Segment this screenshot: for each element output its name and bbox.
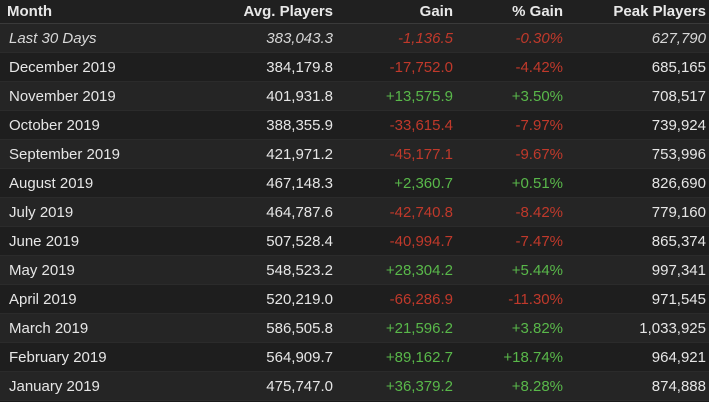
month-cell: February 2019: [0, 342, 205, 372]
month-cell: August 2019: [0, 168, 205, 198]
peak-players-cell: 964,921: [563, 342, 709, 372]
month-cell: November 2019: [0, 81, 205, 111]
percent-gain-cell: -9.67%: [453, 139, 563, 169]
avg-players-cell: 520,219.0: [205, 284, 333, 314]
percent-gain-cell: +8.28%: [453, 371, 563, 401]
header-gain[interactable]: Gain: [333, 0, 453, 24]
gain-cell: +21,596.2: [333, 313, 453, 343]
month-cell: December 2019: [0, 52, 205, 82]
percent-gain-cell: +18.74%: [453, 342, 563, 372]
peak-players-cell: 865,374: [563, 226, 709, 256]
avg-players-cell: 548,523.2: [205, 255, 333, 285]
month-cell: May 2019: [0, 255, 205, 285]
percent-gain-cell: -7.47%: [453, 226, 563, 256]
peak-players-cell: 739,924: [563, 110, 709, 140]
table-row: October 2019 388,355.9 -33,615.4 -7.97% 739,…: [0, 110, 709, 140]
avg-players-cell: 586,505.8: [205, 313, 333, 343]
avg-players-cell: 507,528.4: [205, 226, 333, 256]
gain-cell: +28,304.2: [333, 255, 453, 285]
month-cell: September 2019: [0, 139, 205, 169]
gain-cell: +36,379.2: [333, 371, 453, 401]
table-row: December 2019 384,179.8 -17,752.0 -4.42% 685…: [0, 52, 709, 82]
table-row: June 2019 507,528.4 -40,994.7 -7.47% 865,374: [0, 226, 709, 256]
percent-gain-cell: -8.42%: [453, 197, 563, 227]
month-cell: July 2019: [0, 197, 205, 227]
header-avg-players[interactable]: Avg. Players: [205, 0, 333, 24]
avg-players-cell: 564,909.7: [205, 342, 333, 372]
peak-players-cell: 753,996: [563, 139, 709, 169]
gain-cell: -1,136.5: [333, 23, 453, 53]
table-row: January 2019 475,747.0 +36,379.2 +8.28% 874,…: [0, 371, 709, 401]
header-month[interactable]: Month: [0, 0, 205, 24]
peak-players-cell: 997,341: [563, 255, 709, 285]
avg-players-cell: 383,043.3: [205, 23, 333, 53]
gain-cell: -17,752.0: [333, 52, 453, 82]
peak-players-cell: 874,888: [563, 371, 709, 401]
table-header-row: Month Avg. Players Gain % Gain Peak Play…: [0, 0, 709, 24]
avg-players-cell: 467,148.3: [205, 168, 333, 198]
gain-cell: -66,286.9: [333, 284, 453, 314]
month-cell: March 2019: [0, 313, 205, 343]
table-row: March 2019 586,505.8 +21,596.2 +3.82% 1,033,…: [0, 313, 709, 343]
percent-gain-cell: -11.30%: [453, 284, 563, 314]
peak-players-cell: 627,790: [563, 23, 709, 53]
percent-gain-cell: +0.51%: [453, 168, 563, 198]
peak-players-cell: 1,033,925: [563, 313, 709, 343]
gain-cell: -40,994.7: [333, 226, 453, 256]
header-percent-gain[interactable]: % Gain: [453, 0, 563, 24]
peak-players-cell: 826,690: [563, 168, 709, 198]
peak-players-cell: 971,545: [563, 284, 709, 314]
avg-players-cell: 384,179.8: [205, 52, 333, 82]
gain-cell: +89,162.7: [333, 342, 453, 372]
avg-players-cell: 464,787.6: [205, 197, 333, 227]
table-row: May 2019 548,523.2 +28,304.2 +5.44% 997,341: [0, 255, 709, 285]
peak-players-cell: 779,160: [563, 197, 709, 227]
avg-players-cell: 475,747.0: [205, 371, 333, 401]
peak-players-cell: 685,165: [563, 52, 709, 82]
percent-gain-cell: -4.42%: [453, 52, 563, 82]
percent-gain-cell: +3.82%: [453, 313, 563, 343]
table-row: April 2019 520,219.0 -66,286.9 -11.30% 971,5…: [0, 284, 709, 314]
percent-gain-cell: +3.50%: [453, 81, 563, 111]
table-row: September 2019 421,971.2 -45,177.1 -9.67% 75…: [0, 139, 709, 169]
gain-cell: -42,740.8: [333, 197, 453, 227]
table-row: July 2019 464,787.6 -42,740.8 -8.42% 779,160: [0, 197, 709, 227]
table-row: February 2019 564,909.7 +89,162.7 +18.74% 96…: [0, 342, 709, 372]
peak-players-cell: 708,517: [563, 81, 709, 111]
gain-cell: -45,177.1: [333, 139, 453, 169]
month-cell: January 2019: [0, 371, 205, 401]
avg-players-cell: 388,355.9: [205, 110, 333, 140]
percent-gain-cell: -0.30%: [453, 23, 563, 53]
percent-gain-cell: +5.44%: [453, 255, 563, 285]
percent-gain-cell: -7.97%: [453, 110, 563, 140]
gain-cell: +13,575.9: [333, 81, 453, 111]
table-body: Last 30 Days 383,043.3 -1,136.5 -0.30% 627,7…: [0, 23, 709, 401]
month-cell: April 2019: [0, 284, 205, 314]
gain-cell: -33,615.4: [333, 110, 453, 140]
month-cell: June 2019: [0, 226, 205, 256]
table-row: August 2019 467,148.3 +2,360.7 +0.51% 826,69…: [0, 168, 709, 198]
header-peak-players[interactable]: Peak Players: [563, 0, 709, 24]
month-cell: Last 30 Days: [0, 23, 205, 53]
gain-cell: +2,360.7: [333, 168, 453, 198]
table-row: November 2019 401,931.8 +13,575.9 +3.50% 708…: [0, 81, 709, 111]
avg-players-cell: 401,931.8: [205, 81, 333, 111]
table-row: Last 30 Days 383,043.3 -1,136.5 -0.30% 627,7…: [0, 23, 709, 53]
avg-players-cell: 421,971.2: [205, 139, 333, 169]
month-cell: October 2019: [0, 110, 205, 140]
